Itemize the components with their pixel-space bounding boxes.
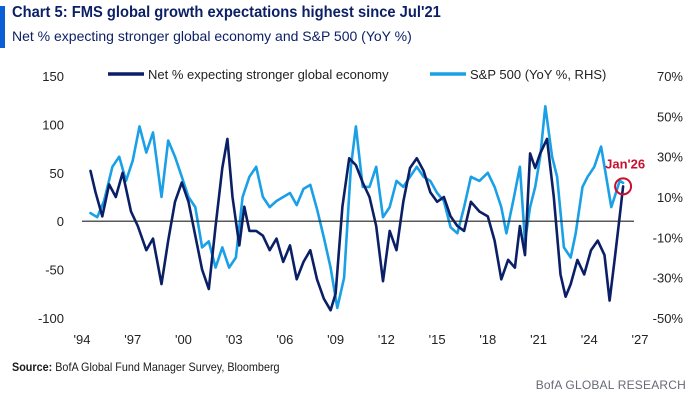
source-label: Source:	[12, 360, 53, 374]
y-right-tick-label: -10%	[653, 230, 684, 245]
legend-net-expecting-stronger-label: Net % expecting stronger global economy	[148, 67, 389, 82]
x-tick-label: '09	[327, 332, 344, 347]
x-tick-label: '94	[74, 332, 91, 347]
chart-annotation: Jan'26	[605, 156, 645, 196]
chart-title: Chart 5: FMS global growth expectations …	[12, 4, 441, 21]
y-left-tick-label: 0	[57, 214, 64, 229]
y-right-tick-label: 30%	[657, 150, 683, 165]
x-tick-label: '00	[175, 332, 192, 347]
chart-axes: 150 100 50 0 -50 -100 70% 50% 30% 10% -10% -30% -50%…	[38, 69, 683, 347]
y-right-tick-label: 70%	[657, 69, 683, 84]
legend-sp500-yoy-label: S&P 500 (YoY %, RHS)	[470, 67, 606, 82]
series-line-sp500-yoy	[89, 105, 625, 310]
x-tick-label: '18	[479, 332, 496, 347]
series-line-net-expecting-stronger	[89, 137, 625, 312]
y-left-tick-label: 50	[50, 166, 64, 181]
y-left-tick-label: -50	[45, 263, 64, 278]
x-tick-label: '21	[530, 332, 547, 347]
x-tick-label: '03	[226, 332, 243, 347]
annotation-circle	[614, 177, 633, 196]
chart-legend: Net % expecting stronger global economy S…	[108, 67, 606, 82]
y-right-tick-label: 10%	[657, 190, 683, 205]
y-right-tick-label: -30%	[653, 271, 684, 286]
chart-subtitle: Net % expecting stronger global economy …	[12, 28, 412, 44]
y-right-tick-label: -50%	[653, 311, 684, 326]
x-tick-label: '12	[378, 332, 395, 347]
brand-label: BofA GLOBAL RESEARCH	[535, 378, 686, 392]
title-accent-bar	[0, 6, 5, 48]
annotation-label: Jan'26	[605, 156, 645, 171]
y-right-tick-label: 50%	[657, 109, 683, 124]
y-left-tick-label: 100	[42, 117, 64, 132]
x-tick-label: '27	[632, 332, 649, 347]
x-tick-label: '15	[429, 332, 446, 347]
chart-series-group	[89, 105, 625, 312]
source-text: BofA Global Fund Manager Survey, Bloombe…	[55, 360, 280, 374]
x-tick-label: '97	[124, 332, 141, 347]
y-left-tick-label: 150	[42, 69, 64, 84]
x-tick-label: '24	[581, 332, 598, 347]
y-left-tick-label: -100	[38, 311, 64, 326]
source-note: Source: BofA Global Fund Manager Survey,…	[12, 360, 280, 374]
x-tick-label: '06	[276, 332, 293, 347]
